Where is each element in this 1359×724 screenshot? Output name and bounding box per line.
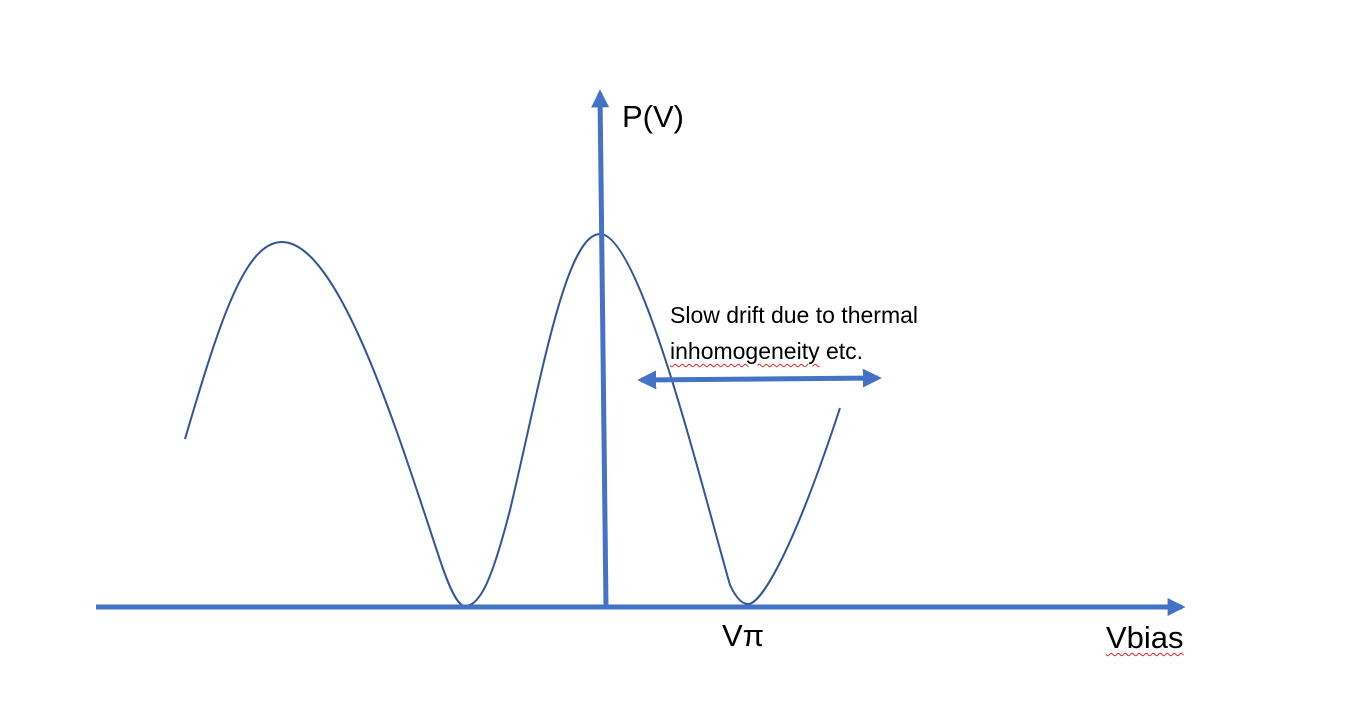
transfer-curve (184, 232, 841, 608)
x-axis-label: Vbias (1106, 620, 1184, 655)
y-axis (591, 89, 610, 608)
annotation-misspelled-word: inhomogeneity (670, 338, 820, 364)
v-pi-tick-label: Vπ (722, 618, 765, 653)
annotation-line-2: inhomogeneity etc. (670, 333, 918, 369)
drift-arrow (637, 368, 882, 390)
drift-annotation: Slow drift due to thermal inhomogeneity … (670, 297, 918, 369)
annotation-line-1: Slow drift due to thermal (670, 302, 919, 328)
y-axis-label: P(V) (622, 99, 684, 134)
annotation-line-2-rest: etc. (819, 338, 864, 364)
